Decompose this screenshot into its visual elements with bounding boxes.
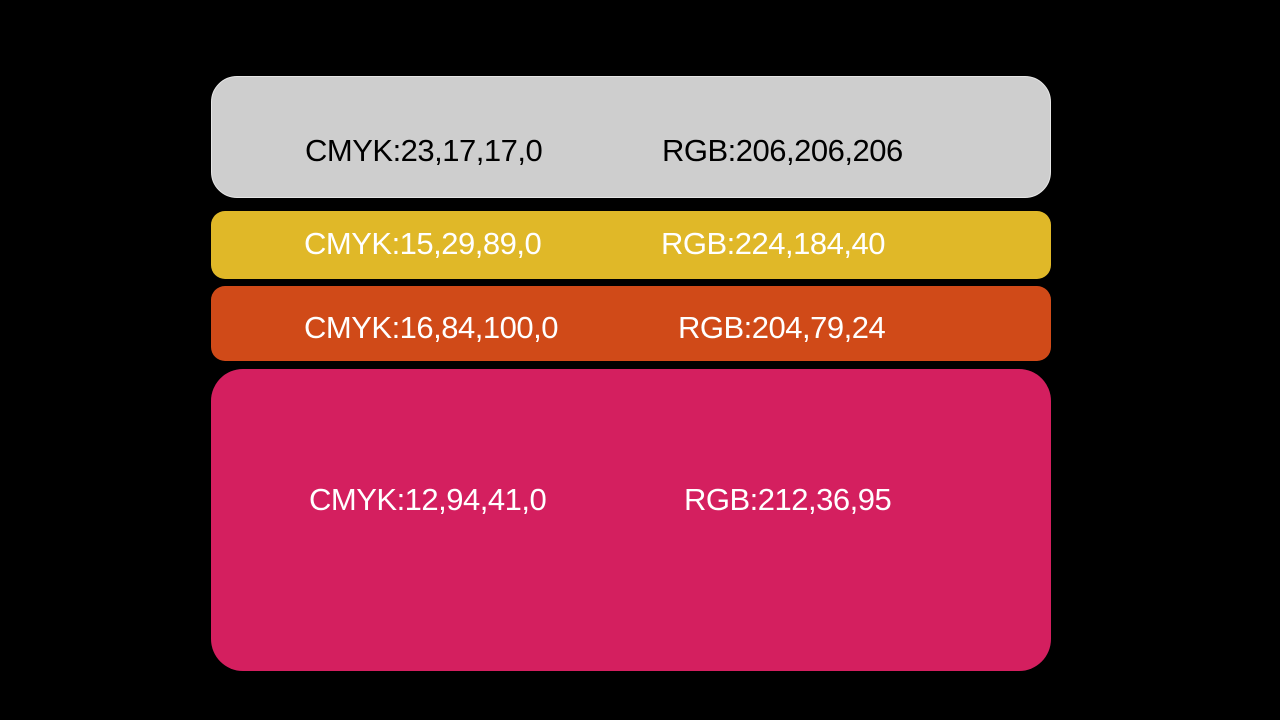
swatch-magenta: CMYK:12,94,41,0 RGB:212,36,95 [211,369,1051,671]
rgb-label: RGB:224,184,40 [661,226,885,261]
rgb-label: RGB:212,36,95 [684,482,892,517]
swatch-gray: CMYK:23,17,17,0 RGB:206,206,206 [211,76,1051,198]
cmyk-label: CMYK:16,84,100,0 [304,310,558,345]
rgb-label: RGB:206,206,206 [662,133,903,168]
swatch-yellow: CMYK:15,29,89,0 RGB:224,184,40 [211,211,1051,279]
cmyk-label: CMYK:23,17,17,0 [305,133,543,168]
rgb-label: RGB:204,79,24 [678,310,886,345]
swatch-orange: CMYK:16,84,100,0 RGB:204,79,24 [211,286,1051,361]
cmyk-label: CMYK:12,94,41,0 [309,482,547,517]
cmyk-label: CMYK:15,29,89,0 [304,226,542,261]
